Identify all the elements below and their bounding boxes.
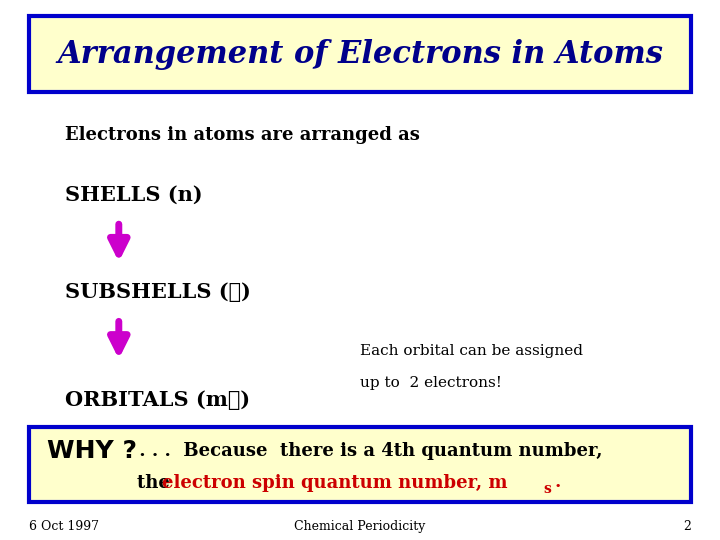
Text: WHY ?: WHY ? <box>47 439 137 463</box>
Text: . . .  Because  there is a 4th quantum number,: . . . Because there is a 4th quantum num… <box>133 442 603 460</box>
Text: Chemical Periodicity: Chemical Periodicity <box>294 520 426 533</box>
Text: ORBITALS (m⚙): ORBITALS (m⚙) <box>65 389 250 410</box>
Text: SHELLS (n): SHELLS (n) <box>65 184 202 205</box>
Text: electron spin quantum number, m: electron spin quantum number, m <box>162 474 508 492</box>
Text: 2: 2 <box>683 520 691 533</box>
Text: .: . <box>554 473 561 491</box>
FancyBboxPatch shape <box>29 427 691 502</box>
Text: Each orbital can be assigned: Each orbital can be assigned <box>360 344 583 358</box>
Text: 6 Oct 1997: 6 Oct 1997 <box>29 520 99 533</box>
Text: SUBSHELLS (⚙): SUBSHELLS (⚙) <box>65 281 251 302</box>
Text: Electrons in atoms are arranged as: Electrons in atoms are arranged as <box>65 126 420 144</box>
Text: Arrangement of Electrons in Atoms: Arrangement of Electrons in Atoms <box>57 38 663 70</box>
FancyBboxPatch shape <box>29 16 691 92</box>
Text: s: s <box>544 482 552 496</box>
Text: up to  2 electrons!: up to 2 electrons! <box>360 376 502 390</box>
Text: the: the <box>137 474 176 492</box>
